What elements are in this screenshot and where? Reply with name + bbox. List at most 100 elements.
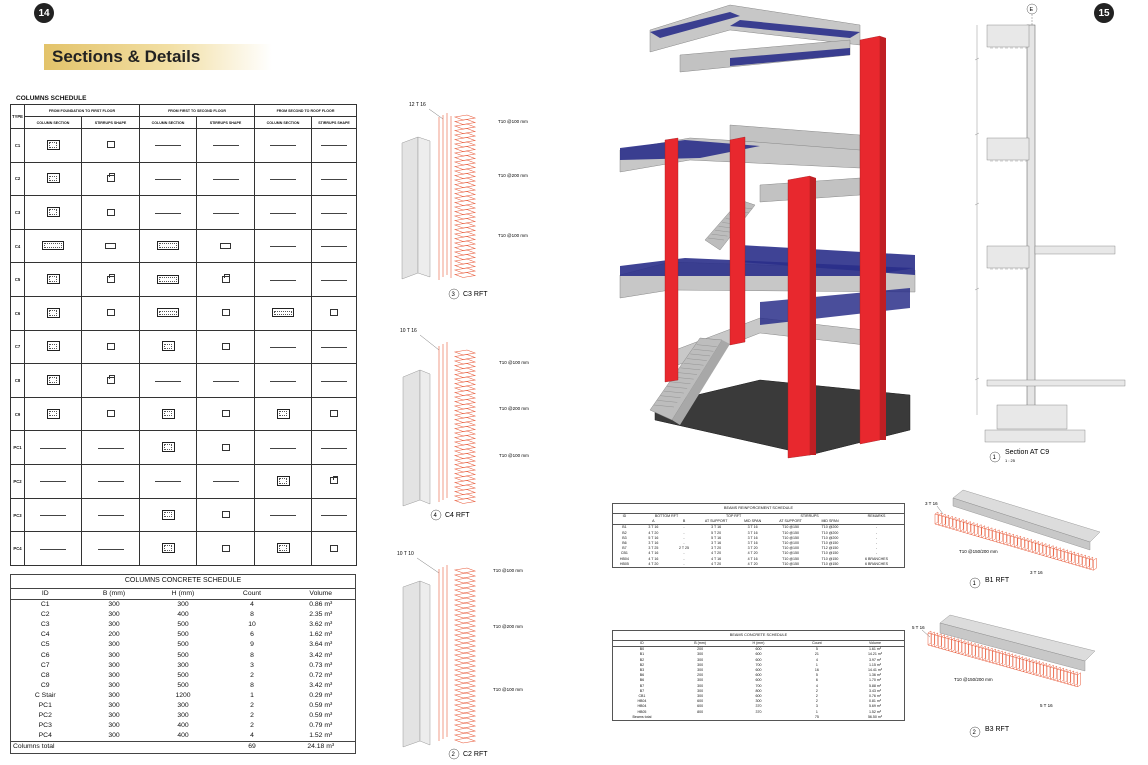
stirrup-mark — [1033, 659, 1037, 675]
stirrup-mark — [453, 439, 477, 446]
empty-cell — [81, 497, 140, 533]
stirrup-mark — [453, 236, 477, 242]
stirrup-mark — [453, 114, 477, 121]
table-row: B3 5 T 16 - 5 T 16 3 T 16 T10 @150 T10 @200 - — [613, 536, 905, 541]
stirrup-mark — [453, 637, 477, 644]
column-section-drawing — [139, 228, 197, 264]
stirrup-mark — [982, 645, 986, 661]
stirrup-shape-drawing — [196, 262, 255, 298]
table-cell: C Stair — [34, 691, 56, 699]
stirrup-shape-drawing — [196, 296, 255, 331]
table-cell: 600 — [697, 704, 704, 709]
table-cell: 3.43 m³ — [868, 688, 882, 693]
stirrup-mark — [1067, 550, 1072, 564]
table-cell: 4 T 16 — [648, 551, 659, 556]
stirrup-mark — [453, 457, 477, 464]
table-cell: 5 — [815, 647, 818, 652]
stirrup-mark — [453, 426, 477, 432]
stirrup-mark — [453, 399, 477, 405]
table-cell: 6 — [815, 678, 818, 683]
table-cell: 300 — [108, 621, 120, 629]
column-header: Volume — [286, 588, 356, 601]
table-cell: B7 — [639, 683, 645, 688]
table-title: BEAMS REINFORCEMENT SCHEDULE — [612, 503, 905, 514]
svg-text:10 T 10: 10 T 10 — [397, 551, 414, 557]
page-number-right: 15 — [1094, 3, 1114, 23]
columns-schedule-title: COLUMNS SCHEDULE — [16, 95, 87, 102]
stirrup-mark — [1077, 672, 1081, 688]
group-header: FROM SECOND TO ROOF FLOOR — [254, 104, 357, 117]
table-cell: 600 — [755, 673, 762, 678]
stirrup-mark — [453, 150, 477, 157]
table-row: B6 3 T 16 - 3 T 16 3 T 16 T10 @100 T10 @150 - — [613, 541, 905, 546]
table-cell: STIRRUPS — [800, 514, 819, 518]
column-section-drawing — [24, 161, 82, 197]
column-type: C3 — [10, 195, 25, 230]
empty-cell — [311, 363, 357, 398]
stirrup-mark — [975, 643, 979, 659]
stirrup-mark — [453, 119, 477, 125]
table-row: HB04 600 370 3 5.69 m³ — [613, 704, 905, 709]
column-section-drawing — [24, 329, 82, 365]
stirrup-mark — [453, 657, 477, 664]
stirrup-mark — [938, 512, 942, 526]
table-cell: 3.42 m³ — [309, 651, 333, 659]
table-cell: 1.15 m³ — [868, 662, 882, 667]
table-cell: HB05 — [637, 709, 647, 714]
stirrup-mark — [1024, 537, 1029, 551]
table-cell: 300 — [108, 671, 120, 679]
table-cell: 600 — [755, 657, 762, 662]
stirrup-mark — [954, 638, 959, 654]
table-cell: 370 — [755, 709, 762, 714]
section-at-c9-drawing: E 1 Section AT C9 1 : 25 — [974, 3, 1126, 463]
stirrup-mark — [453, 227, 477, 233]
stirrup-mark — [961, 640, 966, 655]
table-cell: 3 T 20 — [711, 546, 722, 551]
table-cell: 300 — [177, 661, 189, 669]
stirrup-mark — [1026, 658, 1030, 674]
table-row: C3 300 500 10 3.62 m³ — [11, 620, 356, 630]
table-cell: 14.21 m³ — [867, 652, 883, 657]
table-row: HB05 4 T 20 - 4 T 20 4 T 20 T10 @150 T10 @150 6… — [613, 562, 905, 568]
stirrup-mark — [992, 528, 996, 542]
table-cell: 0.79 m³ — [309, 722, 333, 730]
table-row: PC4 — [10, 531, 357, 566]
stirrup-mark — [949, 515, 953, 529]
stirrup-mark — [1028, 538, 1032, 552]
table-row: C7 — [10, 329, 357, 365]
stirrup-mark — [951, 637, 956, 653]
stirrup-mark — [453, 408, 477, 414]
column-section-drawing — [139, 531, 197, 566]
table-cell: 2 — [815, 688, 818, 693]
table-cell: B2 — [622, 530, 627, 535]
column-section-drawing — [139, 396, 197, 432]
table-cell: 4 — [250, 601, 254, 609]
table-cell: T10 @100 — [782, 541, 799, 546]
svg-text:1: 1 — [993, 455, 997, 461]
stirrup-mark — [971, 642, 976, 658]
table-cell: 700 — [755, 662, 762, 667]
table-cell: Columns total — [10, 741, 218, 753]
group-header: FROM FOUNDATION TO FIRST FLOOR — [24, 104, 140, 117]
stirrup-mark — [967, 520, 971, 534]
table-cell: 300 — [697, 652, 704, 657]
table-row: CB1 4 T 16 - 4 T 20 4 T 20 T10 @150 T10 @150 - — [613, 551, 905, 556]
table-cell: 300 — [697, 668, 704, 673]
group-header: FROM FIRST TO SECOND FLOOR — [139, 104, 255, 117]
table-cell: B2 — [639, 662, 645, 667]
table-row: B6 200 600 5 1.36 m³ — [613, 673, 905, 678]
table-row: B2 300 700 1 1.15 m³ — [613, 663, 905, 668]
table-row: C8 — [10, 363, 357, 398]
stirrup-mark — [453, 141, 477, 148]
stirrup-mark — [453, 155, 477, 161]
column-type: C6 — [10, 296, 25, 331]
column-section-drawing — [24, 228, 82, 264]
empty-cell — [311, 329, 357, 365]
stirrup-mark — [453, 200, 477, 206]
table-cell: C6 — [40, 651, 50, 659]
table-row: B7 300 700 4 5.88 m³ — [613, 684, 905, 689]
stirrup-mark — [453, 687, 477, 694]
table-row: C2 300 400 8 2.35 m³ — [11, 610, 356, 620]
page-title: Sections & Details — [52, 47, 201, 66]
stirrup-mark — [453, 132, 477, 139]
